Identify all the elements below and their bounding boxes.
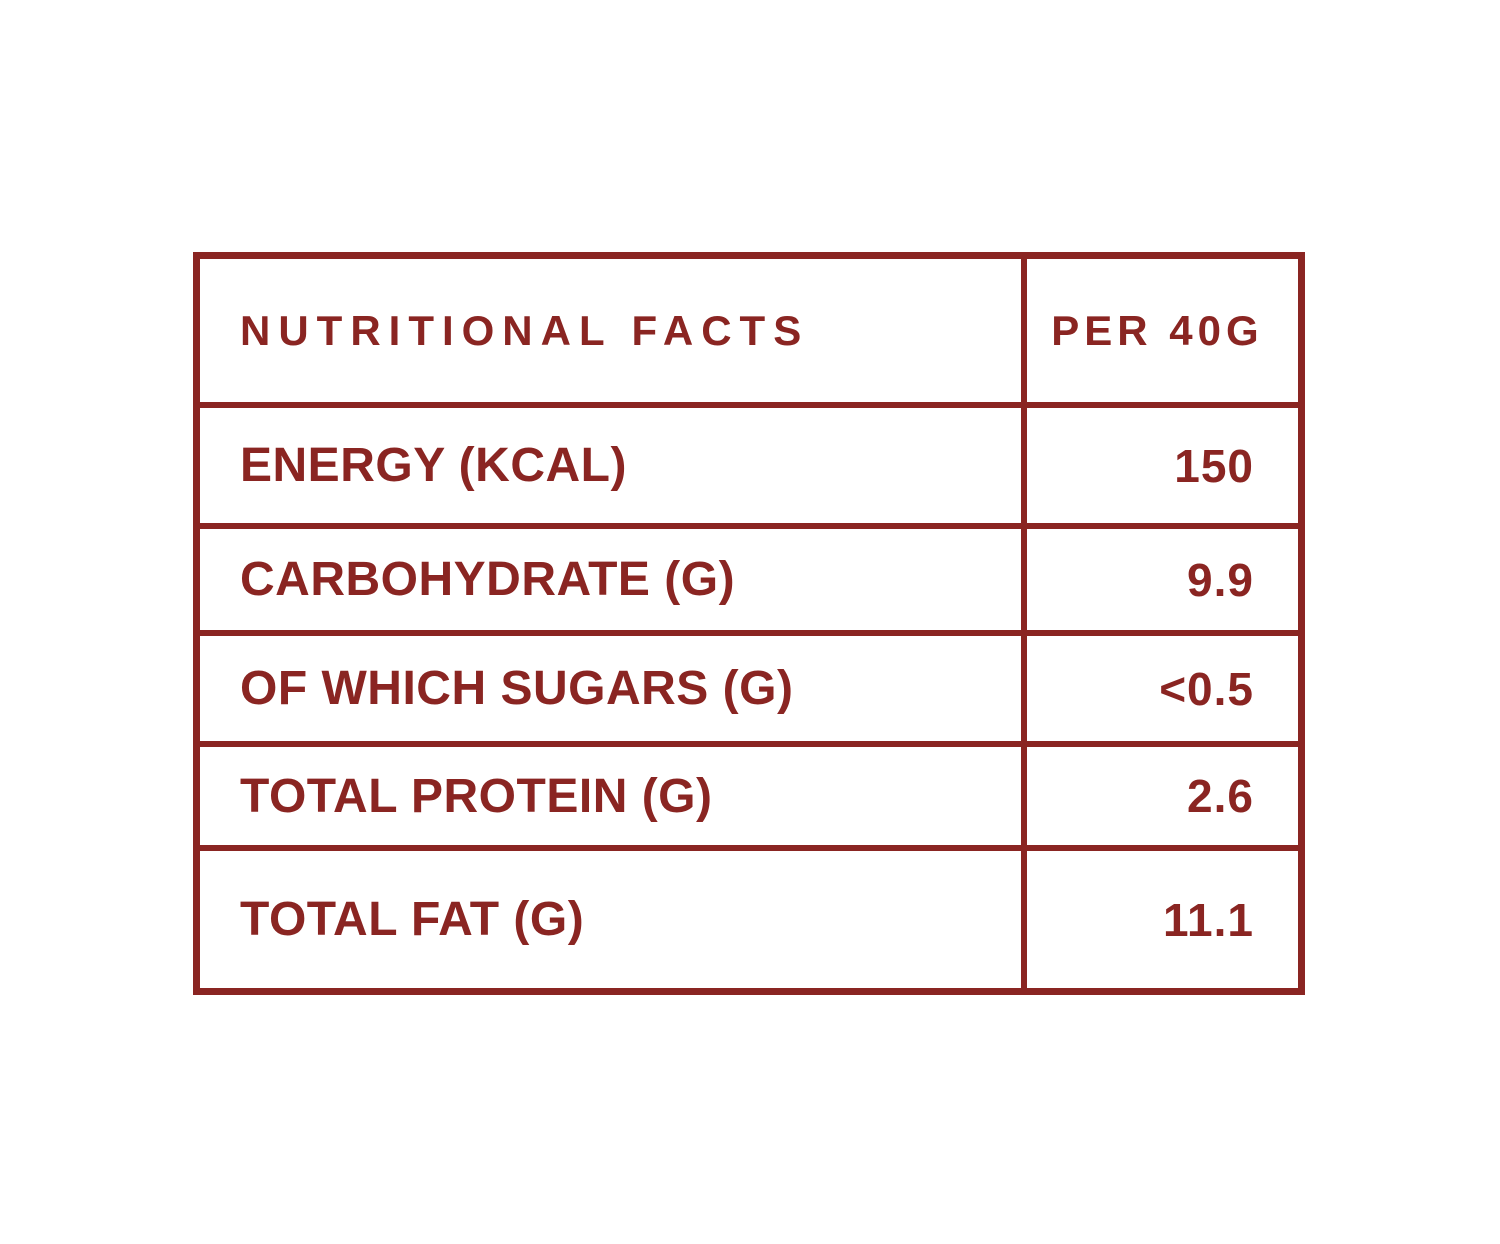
row-value-sugars: <0.5 [1159,662,1254,715]
table-row-carbohydrate: CARBOHYDRATE (G) 9.9 [200,529,1298,636]
nutrition-facts-table: NUTRITIONAL FACTS PER 40G ENERGY (KCAL) … [193,252,1305,995]
row-label-carbohydrate: CARBOHYDRATE (G) [200,529,1027,630]
row-label-sugars: OF WHICH SUGARS (G) [200,636,1027,741]
table-row-sugars: OF WHICH SUGARS (G) <0.5 [200,636,1298,747]
row-value-carbohydrate: 9.9 [1187,553,1254,606]
row-value-fat: 11.1 [1163,893,1254,946]
row-value-energy: 150 [1174,439,1254,492]
table-header-row: NUTRITIONAL FACTS PER 40G [200,259,1298,408]
table-row-protein: TOTAL PROTEIN (G) 2.6 [200,747,1298,851]
table-row-fat: TOTAL FAT (G) 11.1 [200,851,1298,988]
row-value-protein: 2.6 [1187,770,1254,822]
table-header-serving: PER 40G [1051,306,1264,354]
row-label-fat: TOTAL FAT (G) [200,851,1027,988]
row-label-energy: ENERGY (KCAL) [200,408,1027,523]
table-row-energy: ENERGY (KCAL) 150 [200,408,1298,529]
table-header-title: NUTRITIONAL FACTS [200,259,1027,402]
row-label-protein: TOTAL PROTEIN (G) [200,747,1027,845]
